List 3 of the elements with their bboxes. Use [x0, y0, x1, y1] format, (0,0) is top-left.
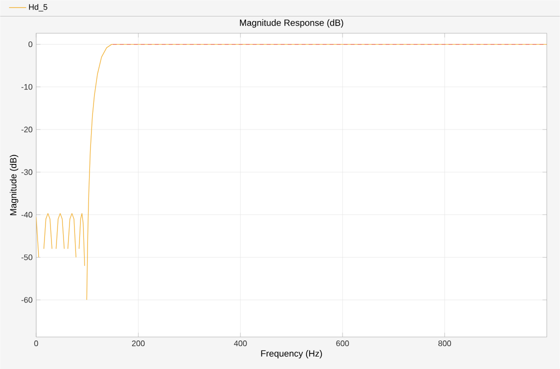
y-axis-title: Magnitude (dB)	[10, 154, 18, 216]
x-axis-title: Frequency (Hz)	[261, 350, 322, 358]
chart-title: Magnitude Response (dB)	[240, 19, 344, 28]
